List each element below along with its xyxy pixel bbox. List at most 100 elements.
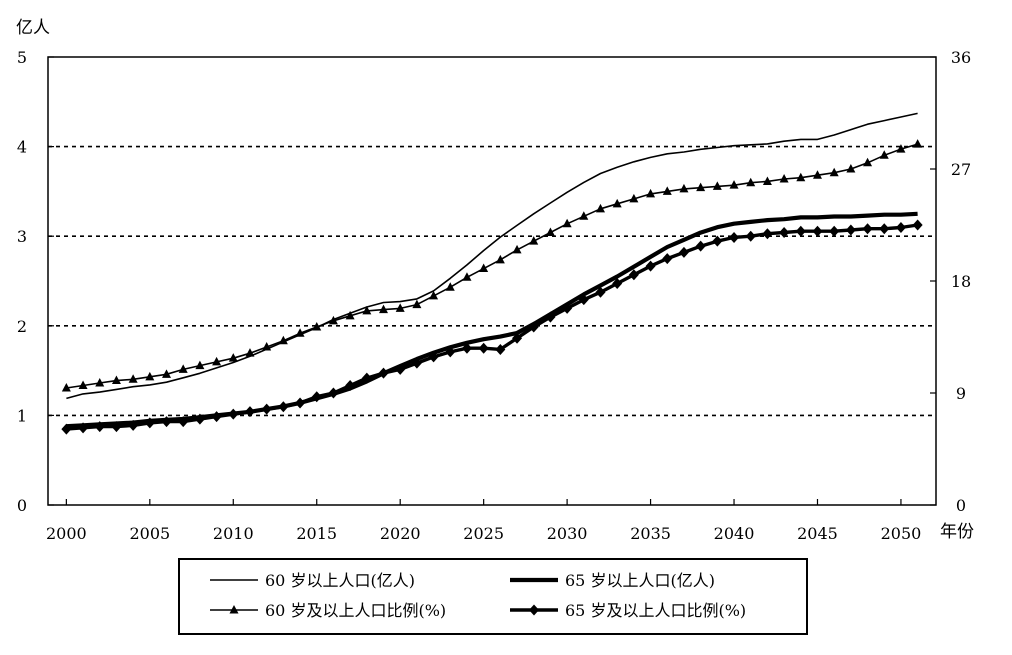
diamond-marker (128, 419, 139, 431)
left-tick-label: 1 (17, 406, 27, 425)
x-tick-label: 2005 (129, 524, 170, 543)
left-tick-label: 3 (17, 227, 27, 246)
triangle-marker (562, 218, 572, 228)
diamond-marker (211, 411, 222, 423)
triangle-marker (629, 193, 639, 203)
left-tick-label: 5 (17, 48, 27, 67)
triangle-marker (195, 360, 205, 370)
x-tick-label: 2020 (380, 524, 421, 543)
left-tick-label: 4 (17, 138, 27, 157)
diamond-marker (495, 343, 506, 355)
triangle-marker (212, 356, 222, 366)
right-tick-label: 0 (956, 496, 966, 515)
diamond-marker (461, 342, 472, 354)
x-tick-label: 2030 (547, 524, 588, 543)
diamond-marker (845, 224, 856, 236)
triangle-marker (779, 173, 789, 183)
triangle-marker (679, 183, 689, 193)
triangle-marker (846, 164, 856, 173)
diamond-marker (478, 342, 489, 354)
diamond-marker (311, 391, 322, 403)
triangle-marker (595, 203, 605, 213)
triangle-marker (228, 353, 238, 362)
x-axis-label: 年份 (940, 522, 974, 542)
triangle-marker (746, 177, 756, 187)
triangle-marker (579, 211, 589, 220)
x-tick-label: 2050 (881, 524, 922, 543)
triangle-marker (61, 383, 71, 392)
diamond-marker (278, 401, 289, 413)
triangle-marker (495, 254, 505, 264)
right-tick-label: 36 (951, 48, 971, 67)
legend-label: 60 岁及以上人口比例(%) (265, 601, 446, 620)
triangle-marker (646, 188, 656, 198)
triangle-marker (395, 303, 405, 312)
x-tick-label: 2035 (630, 524, 671, 543)
diamond-marker (628, 269, 639, 281)
triangle-marker (162, 369, 172, 378)
diamond-marker (244, 406, 255, 418)
series-3 (61, 139, 923, 392)
triangle-marker (662, 186, 672, 195)
legend-item-3: 60 岁及以上人口比例(%) (210, 601, 446, 620)
diamond-marker (879, 223, 890, 235)
triangle-marker (812, 170, 822, 179)
diamond-marker (94, 421, 105, 433)
triangle-marker (829, 167, 839, 177)
triangle-marker (95, 378, 105, 387)
triangle-marker (612, 198, 622, 208)
triangle-marker (863, 157, 873, 167)
series-1 (66, 112, 918, 400)
diamond-marker (712, 235, 723, 247)
diamond-marker (562, 302, 573, 314)
triangle-marker (796, 172, 806, 182)
triangle-marker (545, 227, 555, 236)
x-tick-label: 2010 (213, 524, 254, 543)
diamond-marker (378, 367, 389, 379)
diamond-marker (228, 408, 239, 420)
triangle-marker (178, 364, 188, 373)
triangle-marker (879, 150, 889, 159)
diamond-marker (678, 246, 689, 258)
triangle-marker (362, 305, 372, 315)
triangle-marker (462, 272, 472, 281)
diamond-marker (529, 604, 539, 616)
triangle-marker (78, 380, 88, 390)
triangle-marker (345, 310, 355, 320)
diamond-marker (795, 225, 806, 237)
diamond-marker (428, 351, 439, 363)
series-2 (66, 211, 918, 429)
triangle-marker (229, 605, 239, 614)
legend-item-2: 65 岁以上人口(亿人) (510, 571, 715, 590)
diamond-marker (61, 423, 72, 435)
triangle-marker (712, 181, 722, 190)
diamond-marker (829, 225, 840, 237)
triangle-marker (379, 304, 389, 314)
left-axis: 0 1 2 3 4 5 (17, 48, 54, 515)
x-tick-label: 2045 (797, 524, 838, 543)
diamond-marker (445, 346, 456, 358)
series-line (66, 211, 918, 429)
triangle-marker (729, 180, 739, 189)
triangle-marker (128, 374, 138, 383)
triangle-marker (896, 144, 906, 153)
right-tick-label: 18 (951, 272, 971, 291)
diamond-marker (161, 416, 172, 428)
triangle-marker (262, 341, 272, 351)
triangle-marker (145, 371, 155, 381)
triangle-marker (445, 282, 455, 291)
right-tick-label: 9 (956, 384, 966, 403)
diamond-marker (528, 321, 539, 333)
x-tick-label: 2015 (296, 524, 337, 543)
diamond-marker (295, 397, 306, 409)
triangle-marker (696, 182, 706, 192)
diamond-marker (178, 416, 189, 428)
diamond-marker (411, 357, 422, 369)
diamond-marker (779, 226, 790, 238)
triangle-marker (429, 290, 439, 300)
x-tick-label: 2040 (714, 524, 755, 543)
legend: 60 岁以上人口(亿人) 65 岁以上人口(亿人) 60 岁及以上人口比例(%) 65… (178, 558, 808, 635)
diamond-marker (762, 228, 773, 240)
legend-items: 60 岁以上人口(亿人) 65 岁以上人口(亿人) 60 岁及以上人口比例(%) 65… (210, 571, 746, 620)
triangle-marker (479, 263, 489, 273)
